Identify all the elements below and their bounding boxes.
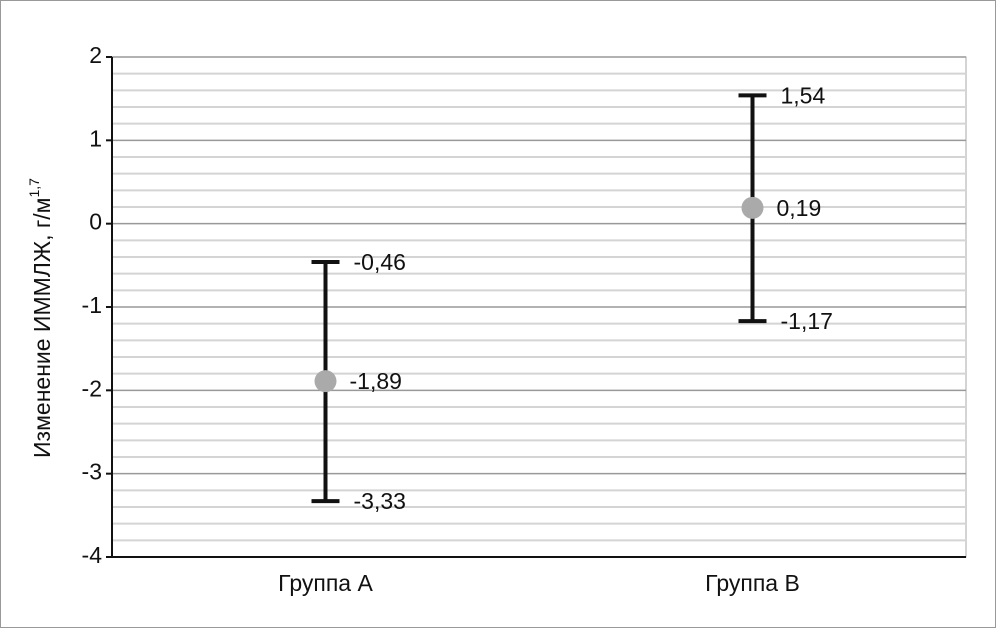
y-axis-label-main: Изменение ИММЛЖ, г/м <box>29 198 55 458</box>
value-label: -1,89 <box>350 368 402 394</box>
value-label: 0,19 <box>777 195 822 221</box>
lower-label: -3,33 <box>354 488 406 514</box>
y-tick-label: -3 <box>82 459 102 485</box>
y-tick-label: -2 <box>82 375 102 401</box>
y-axis-label-sup: 1,7 <box>26 178 42 198</box>
y-tick-label: 1 <box>89 125 102 151</box>
y-axis-label: Изменение ИММЛЖ, г/м1,7 <box>26 178 55 458</box>
point <box>741 196 764 219</box>
lower-label: -1,17 <box>781 308 833 334</box>
point <box>314 370 337 393</box>
upper-label: -0,46 <box>354 249 406 275</box>
x-tick-label: Группа B <box>705 570 800 596</box>
x-tick-label: Группа A <box>278 570 373 596</box>
y-tick-label: 2 <box>89 42 102 68</box>
y-tick-label: -4 <box>82 542 103 568</box>
upper-label: 1,54 <box>781 82 826 108</box>
y-tick-label: 0 <box>89 209 102 235</box>
y-tick-label: -1 <box>82 292 102 318</box>
